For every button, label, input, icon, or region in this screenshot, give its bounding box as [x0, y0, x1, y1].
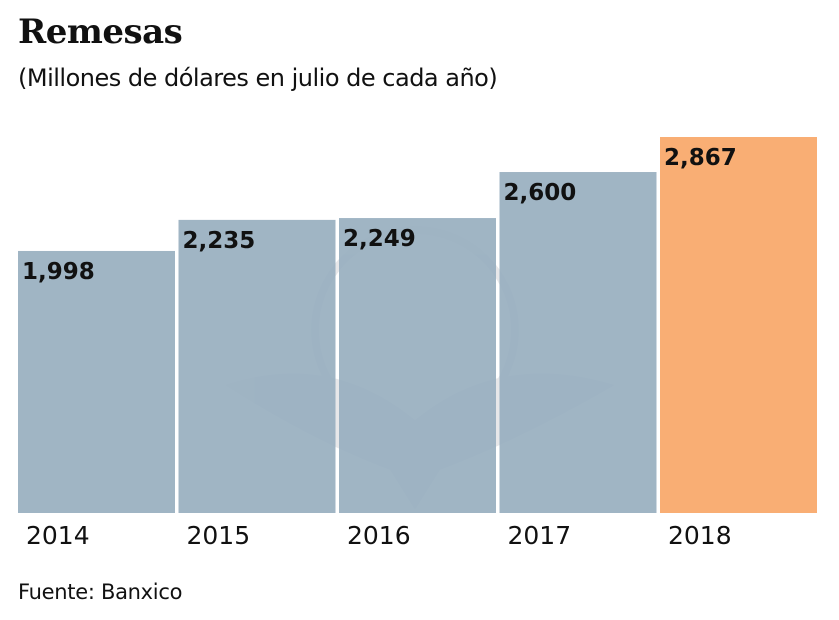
bar-2017	[499, 172, 657, 513]
source-note: Fuente: Banxico	[18, 580, 183, 604]
bar-2018	[660, 137, 817, 513]
data-label-2015: 2,235	[183, 228, 256, 254]
data-label-2017: 2,600	[504, 180, 577, 206]
x-tick-label: 2018	[668, 521, 732, 550]
x-tick-label: 2014	[26, 521, 90, 550]
x-tick-label: 2017	[508, 521, 572, 550]
data-label-2014: 1,998	[22, 259, 95, 285]
bar-2014	[18, 250, 175, 513]
x-tick-label: 2016	[347, 521, 411, 550]
bar-2016	[339, 218, 496, 513]
data-label-2016: 2,249	[343, 226, 416, 252]
data-label-2018: 2,867	[664, 145, 737, 171]
chart-subtitle: (Millones de dólares en julio de cada añ…	[18, 64, 498, 92]
chart-title: Remesas	[18, 12, 183, 52]
x-tick-label: 2015	[187, 521, 251, 550]
bar-2015	[178, 219, 336, 513]
